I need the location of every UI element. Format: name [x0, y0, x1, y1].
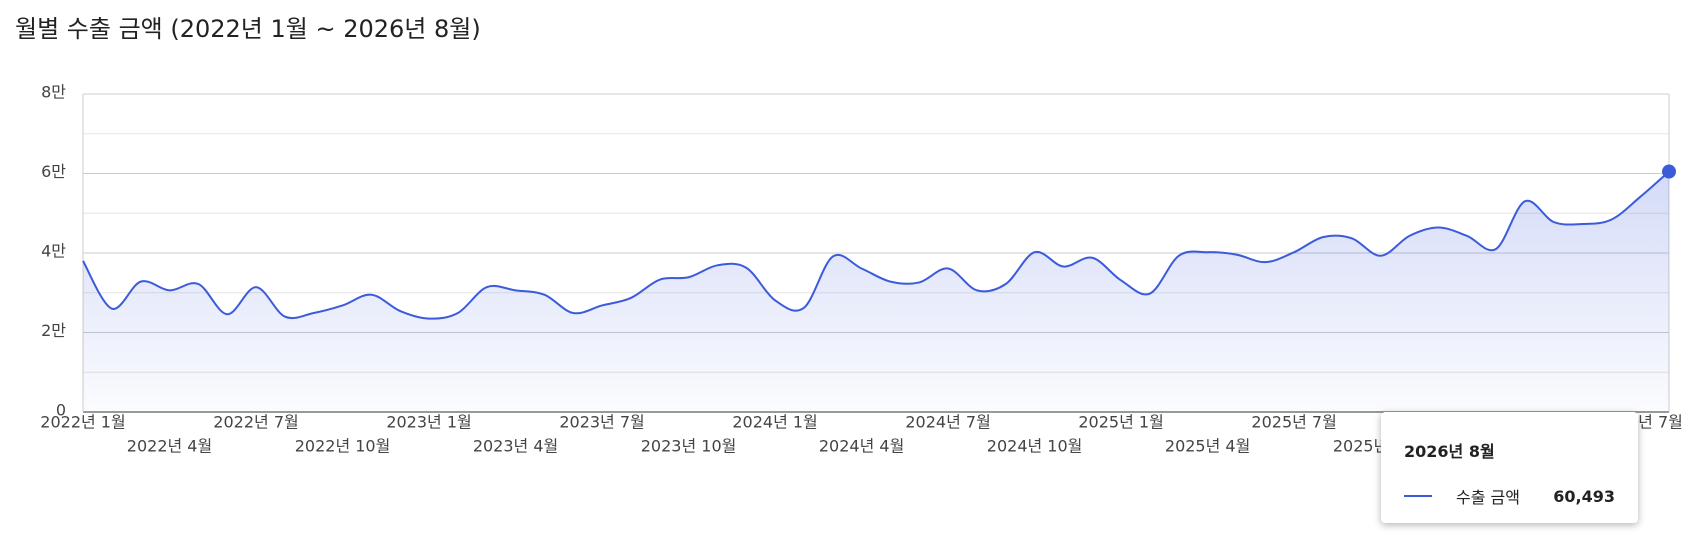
- x-tick-label: 2022년 4월: [127, 437, 212, 456]
- tooltip-row: 수출 금액 60,493: [1404, 484, 1615, 508]
- x-tick-label: 2023년 7월: [559, 413, 644, 432]
- x-tick-label: 2024년 10월: [987, 437, 1083, 456]
- tooltip-value: 60,493: [1553, 486, 1615, 506]
- y-tick-label: 6만: [41, 162, 66, 181]
- line: [82, 170, 1670, 320]
- y-tick-label: 0: [56, 401, 66, 420]
- y-tick-label: 4만: [41, 242, 66, 261]
- x-tick-label: 2023년 4월: [473, 437, 558, 456]
- x-tick-label: 2024년 1월: [732, 413, 817, 432]
- x-tick-label: 2022년 1월: [40, 413, 125, 432]
- x-tick-label: 2023년 10월: [641, 437, 737, 456]
- x-tick-label: 2022년 7월: [213, 413, 298, 432]
- area: [83, 171, 1669, 412]
- x-tick-label: 2024년 4월: [819, 437, 904, 456]
- x-tick-label: 2024년 7월: [905, 413, 990, 432]
- y-tick-label: 2만: [41, 321, 66, 340]
- y-tick-label: 8만: [41, 83, 66, 102]
- tooltip-series: 수출 금액: [1456, 488, 1520, 507]
- chart-title: 월별 수출 금액 (2022년 1월 ~ 2026년 8월): [15, 15, 481, 43]
- x-tick-label: 2025년 7월: [1251, 413, 1336, 432]
- tooltip-swatch: [1404, 495, 1432, 497]
- x-tick-label: 2025년 4월: [1165, 437, 1250, 456]
- highlight-point: [1662, 164, 1676, 179]
- x-tick-label: 2022년 10월: [295, 437, 391, 456]
- tooltip: 2026년 8월 수출 금액 60,493: [1381, 412, 1638, 523]
- tooltip-title: 2026년 8월: [1404, 442, 1495, 461]
- x-tick-label: 2023년 1월: [386, 413, 471, 432]
- x-tick-label: 2025년 1월: [1078, 413, 1163, 432]
